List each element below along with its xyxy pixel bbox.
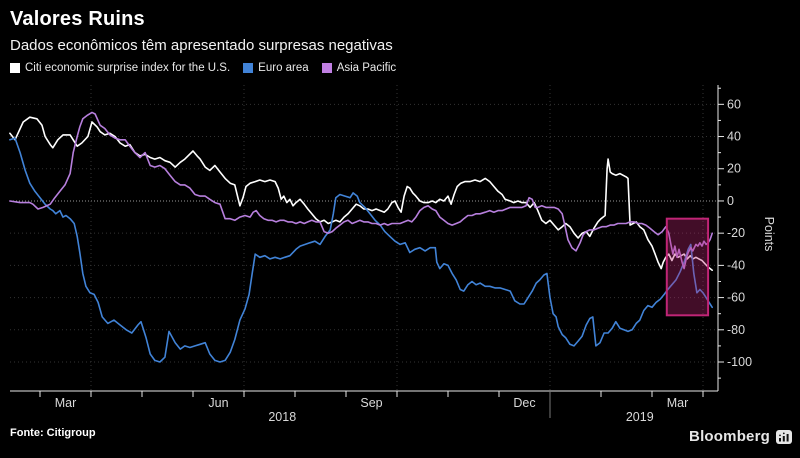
legend-swatch-asia-pacific-icon <box>321 63 332 73</box>
source-label: Fonte: Citigroup <box>10 427 96 439</box>
highlight-box-fill <box>666 218 709 316</box>
bloomberg-logo: Bloomberg <box>689 428 792 445</box>
x-tick-label: Sep <box>360 396 382 410</box>
x-tick-label: Jun <box>208 396 228 410</box>
legend-item-us: Citi economic surprise index for the U.S… <box>10 62 230 74</box>
y-tick-label: 20 <box>727 162 741 176</box>
y-tick-label: -100 <box>727 355 752 369</box>
y-tick-label: -80 <box>727 323 745 337</box>
y-tick-label: 60 <box>727 97 741 111</box>
legend-item-asia-pacific: Asia Pacific <box>321 62 397 74</box>
legend-label-asia-pacific: Asia Pacific <box>336 62 397 74</box>
legend-label-euro-area: Euro area <box>258 62 309 74</box>
legend-item-euro-area: Euro area <box>243 62 309 74</box>
legend-swatch-euro-area-icon <box>243 63 254 73</box>
series-line-us <box>9 116 713 271</box>
year-label: 2018 <box>268 410 296 424</box>
year-label: 2019 <box>626 410 654 424</box>
y-tick-label: 40 <box>727 130 741 144</box>
bloomberg-wordmark: Bloomberg <box>689 428 770 445</box>
y-tick-label: -20 <box>727 226 745 240</box>
page-title: Valores Ruins <box>10 8 145 30</box>
x-tick-label: Mar <box>55 396 77 410</box>
page-subtitle: Dados econômicos têm apresentado surpres… <box>10 37 393 54</box>
series-line-asia-pacific <box>9 111 713 270</box>
x-tick-label: Mar <box>667 396 689 410</box>
series-line-euro-area <box>9 137 713 363</box>
highlight-box <box>665 217 710 317</box>
y-tick-label: -60 <box>727 291 745 305</box>
y-tick-label: 0 <box>727 194 734 208</box>
legend-swatch-us-icon <box>10 63 20 73</box>
y-axis-title: Points <box>762 217 776 252</box>
legend: Citi economic surprise index for the U.S… <box>10 62 396 74</box>
legend-label-us: Citi economic surprise index for the U.S… <box>25 62 231 74</box>
y-tick-label: -40 <box>727 258 745 272</box>
bloomberg-chart-icon <box>776 429 792 444</box>
x-tick-label: Dec <box>513 396 535 410</box>
